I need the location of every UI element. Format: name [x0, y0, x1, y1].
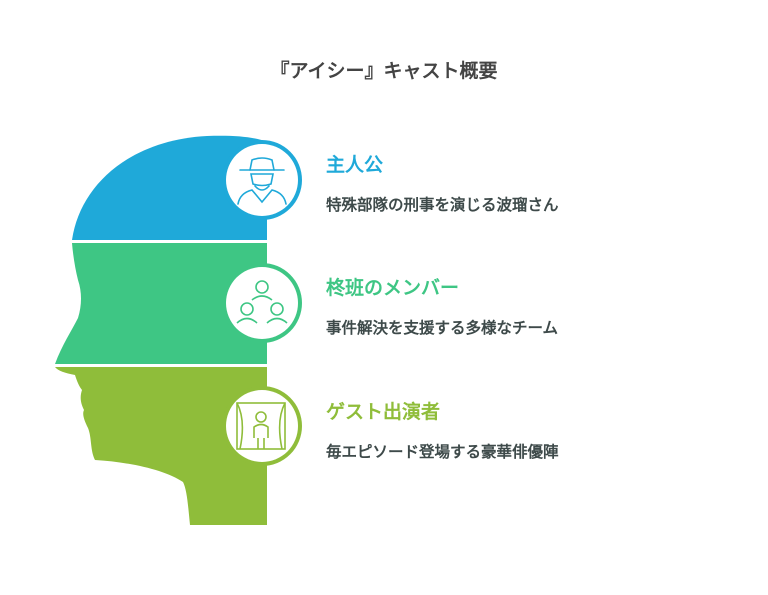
- icon-circle-team: [222, 263, 302, 343]
- section-description-protagonist: 特殊部隊の刑事を演じる波瑠さん: [326, 196, 559, 214]
- stage-performer-icon: [236, 402, 286, 450]
- team-icon: [236, 280, 288, 324]
- section-description-team: 事件解決を支援する多様なチーム: [326, 319, 559, 337]
- head-segment-protagonist: [72, 135, 267, 240]
- icon-circle-protagonist: [222, 140, 302, 220]
- detective-icon: [237, 157, 287, 205]
- section-label-team: 柊班のメンバー: [326, 277, 460, 299]
- section-description-guest: 毎エピソード登場する豪華俳優陣: [326, 443, 559, 461]
- diagram-title: 『アイシー』キャスト概要: [270, 60, 498, 82]
- head-segment-guest: [55, 367, 267, 525]
- section-label-protagonist: 主人公: [326, 154, 384, 176]
- section-label-guest: ゲスト出演者: [326, 401, 441, 423]
- icon-circle-guest: [222, 386, 302, 466]
- head-segment-team: [55, 243, 267, 364]
